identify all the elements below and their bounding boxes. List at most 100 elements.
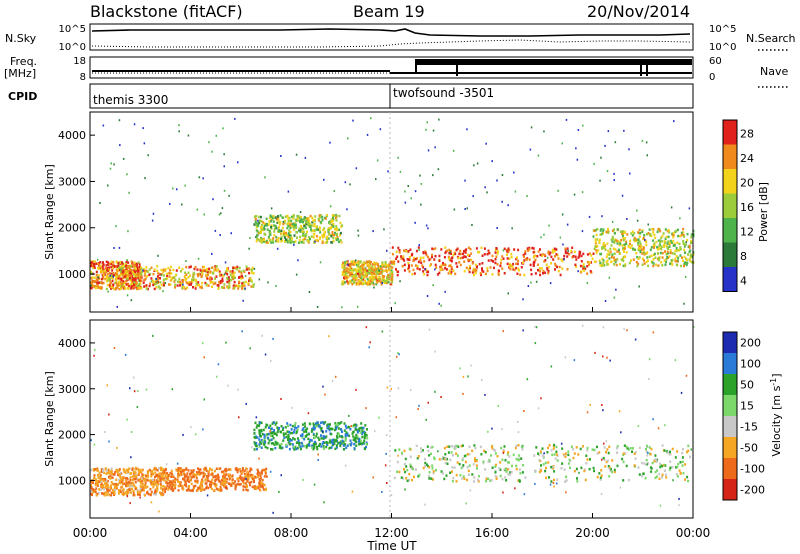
- power-cell: [484, 272, 487, 276]
- velocity-cell: [106, 384, 108, 387]
- velocity-cell: [623, 444, 626, 447]
- power-cell: [241, 282, 244, 285]
- power-cell: [554, 264, 557, 267]
- power-cell: [614, 260, 617, 264]
- power-cell: [285, 233, 288, 237]
- power-cell: [686, 261, 689, 265]
- velocity-cell: [136, 489, 139, 492]
- velocity-cell: [141, 482, 144, 486]
- power-cell: [547, 250, 550, 253]
- power-cell: [522, 255, 525, 258]
- power-cell: [133, 269, 136, 272]
- power-cell: [412, 268, 415, 272]
- power-cell: [633, 231, 636, 235]
- velocity-cell: [161, 473, 164, 476]
- velocity-cell: [361, 435, 364, 439]
- velocity-cell: [139, 488, 142, 491]
- power-cell: [125, 276, 127, 279]
- velocity-cell: [92, 469, 95, 472]
- velocity-cell: [312, 432, 315, 435]
- power-cell: [352, 119, 354, 122]
- power-cell: [670, 206, 673, 209]
- velocity-cell: [209, 480, 212, 484]
- velocity-cell: [340, 439, 343, 443]
- power-cell: [323, 216, 326, 220]
- velocity-cell: [336, 436, 339, 440]
- power-cell: [588, 261, 591, 264]
- velocity-cell: [222, 470, 225, 473]
- velocity-cell: [203, 474, 205, 478]
- power-cell: [449, 259, 452, 262]
- power-cell: [682, 242, 685, 245]
- power-cell: [652, 228, 655, 231]
- power-cell: [294, 240, 297, 243]
- velocity-cell: [175, 468, 178, 471]
- power-cell: [530, 268, 533, 272]
- power-cell: [528, 248, 531, 251]
- power-cell: [307, 223, 310, 227]
- power-cell: [690, 233, 693, 236]
- power-cell: [664, 263, 667, 267]
- velocity-cell: [425, 418, 427, 421]
- power-cell: [475, 247, 478, 250]
- velocity-cell: [433, 457, 436, 461]
- power-cell: [446, 249, 449, 252]
- power-cell: [322, 228, 325, 232]
- power-cell: [420, 261, 423, 265]
- power-cell: [402, 257, 405, 261]
- power-cell: [115, 225, 117, 228]
- power-cell: [657, 227, 660, 231]
- velocity-cell: [674, 359, 677, 362]
- velocity-cell: [144, 481, 147, 485]
- power-cell: [534, 272, 537, 275]
- velocity-cell: [144, 494, 146, 497]
- power-cell: [582, 265, 584, 268]
- velocity-cell: [368, 346, 370, 349]
- range-tick-label: 4000: [58, 129, 86, 142]
- power-cell: [403, 269, 406, 272]
- power-cell: [481, 269, 484, 272]
- velocity-cell: [555, 450, 558, 453]
- velocity-cell: [257, 485, 260, 488]
- velocity-cell: [400, 476, 403, 479]
- velocity-cell: [261, 469, 264, 472]
- power-cell: [674, 259, 677, 263]
- power-cell: [652, 262, 655, 265]
- power-cell: [329, 205, 332, 208]
- velocity-cell: [252, 486, 255, 489]
- power-cell: [263, 228, 265, 231]
- power-cell: [116, 265, 119, 268]
- velocity-cell: [654, 470, 657, 474]
- power-cell: [115, 260, 118, 263]
- velocity-cell: [305, 444, 308, 448]
- velocity-cell: [263, 433, 266, 437]
- power-cell: [641, 229, 644, 232]
- power-cell: [607, 249, 610, 253]
- velocity-cell: [646, 454, 649, 457]
- velocity-cell: [321, 430, 324, 433]
- power-cell: [574, 255, 577, 258]
- velocity-cell: [433, 456, 436, 459]
- velocity-cell: [353, 436, 356, 440]
- power-cell: [259, 215, 262, 219]
- power-cell: [174, 283, 177, 286]
- power-cell: [404, 190, 406, 193]
- power-cell: [291, 237, 294, 240]
- velocity-cell: [570, 445, 573, 449]
- power-cell: [326, 239, 329, 242]
- velocity-cell: [90, 486, 93, 489]
- power-cell: [122, 276, 125, 280]
- velocity-cell: [621, 457, 624, 461]
- velocity-cell: [601, 458, 603, 461]
- power-cell: [395, 268, 397, 271]
- power-cell: [257, 221, 260, 225]
- power-cell: [671, 232, 674, 236]
- power-cell: [501, 267, 504, 270]
- velocity-cell: [473, 457, 476, 460]
- power-cell: [355, 273, 358, 276]
- velocity-cell: [556, 459, 559, 462]
- velocity-cell: [608, 467, 611, 470]
- power-cell: [368, 268, 371, 272]
- power-cell: [336, 228, 339, 232]
- velocity-panel-frame: [89, 319, 694, 519]
